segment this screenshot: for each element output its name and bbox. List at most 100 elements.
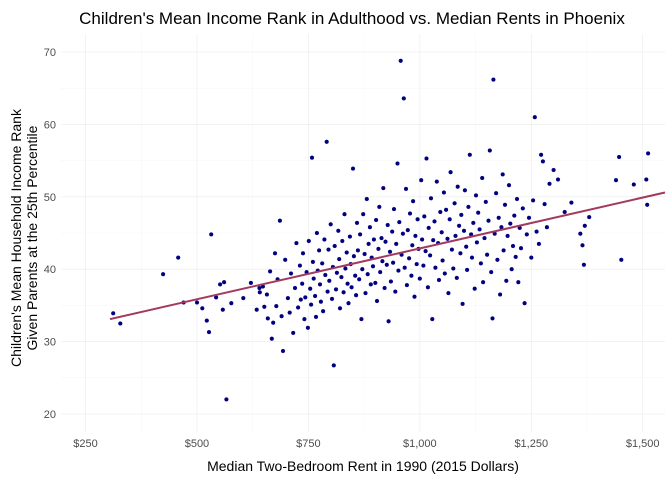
scatter-point [280,348,286,354]
scatter-point [349,285,354,290]
scatter-point [407,256,412,261]
scatter-point [459,212,464,217]
scatter-point [391,207,397,212]
scatter-point [580,243,585,248]
scatter-point [424,156,429,161]
scatter-point [254,307,259,312]
scatter-point [480,175,485,181]
trend-line [109,191,666,321]
scatter-point [613,178,619,183]
scatter-point [383,239,388,244]
scatter-point [645,202,650,207]
scatter-point [325,289,330,294]
scatter-point [496,215,501,220]
scatter-point [204,318,209,323]
scatter-point [448,170,453,175]
scatter-point [398,58,403,63]
scatter-point [510,243,516,249]
scatter-point [382,285,387,291]
scatter-point [491,77,496,82]
x-tick-label: $750 [296,438,320,450]
scatter-point [345,281,350,286]
x-tick-label: $1,000 [403,438,437,450]
scatter-point [481,280,486,285]
scatter-point [363,291,368,296]
scatter-point [342,212,347,217]
scatter-point [522,301,527,306]
scatter-point [279,314,284,319]
chart-title: Children's Mean Income Rank in Adulthood… [79,9,625,28]
scatter-point [393,289,398,294]
scatter-point [619,257,624,262]
x-tick-label: $500 [185,438,209,450]
scatter-point [542,202,547,207]
scatter-point [428,253,433,258]
scatter-point [257,290,262,295]
scatter-point [457,223,462,228]
scatter-point [337,257,342,262]
tick-labels: $250 $500 $750 $1,000 $1,250 $1,500 20 30 40 50 60… [44,47,660,450]
scatter-point [220,307,225,312]
y-tick-label: 70 [44,47,56,59]
scatter-point [482,236,487,241]
scatter-point [587,215,592,220]
scatter-point [474,240,479,245]
scatter-point [444,207,449,212]
scatter-point [524,232,529,237]
scatter-point [469,255,475,260]
scatter-point [328,222,333,227]
scatter-point [410,243,415,248]
scatter-point [364,196,369,202]
scatter-point [501,248,506,253]
scatter-point [309,302,314,307]
scatter-point [569,200,574,205]
scatter-point [200,306,205,311]
scatter-point [415,217,420,222]
scatter-point [644,177,649,182]
scatter-point [358,232,363,237]
x-tick-label: $1,250 [514,438,548,450]
scatter-point [413,233,418,238]
scatter-point [532,115,537,120]
scatter-point [458,251,463,256]
scatter-point [483,199,488,204]
scatter-point [309,155,315,160]
scatter-point [334,270,339,275]
scatter-point [371,237,376,242]
scatter-point [452,201,457,206]
scatter-point [428,196,434,201]
scatter-point [421,263,426,268]
scatter-point [401,96,406,101]
scatter-point [265,316,270,321]
scatter-point [327,278,332,283]
scatter-point [461,228,467,233]
scatter-point [451,266,456,271]
scatter-point [321,309,326,314]
scatter-point [645,151,651,156]
scatter-point [248,280,253,285]
scatter-point [420,237,425,242]
scatter-point [514,196,520,202]
scatter-point [453,233,458,238]
scatter-point [357,277,362,282]
scatter-point [274,304,279,309]
scatter-point [361,212,366,217]
scatter-point [400,231,405,236]
scatter-point [447,217,452,222]
scatter-point [317,248,322,253]
scatter-point [339,275,344,280]
scatter-point [368,282,373,287]
scatter-point [505,233,510,238]
scatter-point [292,285,298,291]
scatter-point [388,279,393,284]
scatter-point [423,249,428,254]
data-points [111,58,651,402]
scatter-point [331,363,336,368]
scatter-point [508,221,513,226]
scatter-point [322,237,327,242]
scatter-point [310,259,315,264]
scatter-point [354,293,359,298]
scatter-point [257,285,262,291]
scatter-point [445,236,450,241]
